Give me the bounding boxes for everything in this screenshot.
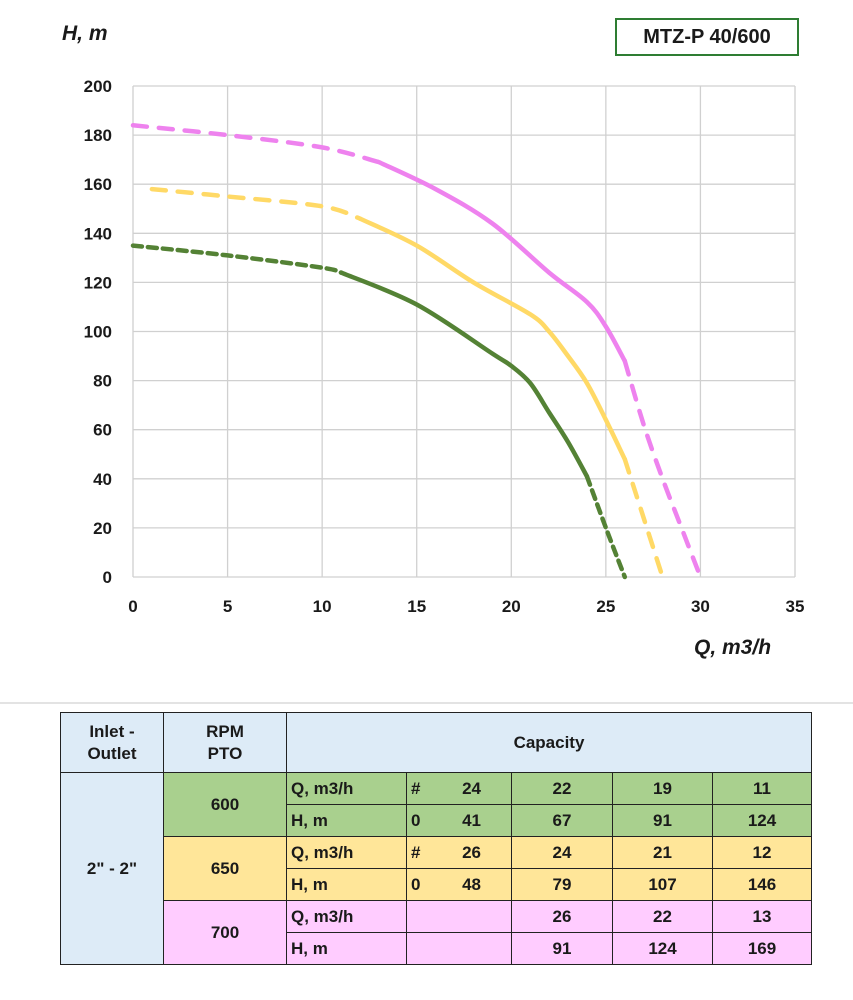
capacity-table: Inlet - Outlet RPM PTO Capacity 2" - 2" 6… (60, 712, 812, 965)
cell-value: 11 (712, 772, 812, 805)
cell-marker: 0 (411, 874, 421, 894)
cell-value: 79 (511, 868, 613, 901)
row-label: H, m (286, 804, 407, 837)
y-tick-label: 140 (84, 224, 112, 243)
cell-value: 22 (612, 900, 713, 933)
header-rpm-pto: RPM PTO (163, 712, 287, 773)
header-capacity: Capacity (286, 712, 812, 773)
y-tick-label: 0 (103, 568, 112, 587)
cell-value: 91 (612, 804, 713, 837)
x-tick-label: 5 (223, 597, 232, 616)
row-label: H, m (286, 868, 407, 901)
model-label: MTZ-P 40/600 (615, 18, 799, 56)
table-header-row: Inlet - Outlet RPM PTO Capacity (60, 712, 812, 773)
cell-value: 48 (462, 874, 481, 894)
table-row: H, m 91 124 169 (61, 932, 812, 965)
cell-value: 169 (712, 932, 812, 965)
connection-size: 2" - 2" (60, 772, 164, 965)
cell-value: 41 (462, 810, 481, 830)
curves (130, 123, 703, 580)
curve-600-rpm-dashed-end (584, 474, 628, 580)
header-rpm-line1: RPM (206, 721, 244, 741)
x-tick-label: 25 (596, 597, 615, 616)
table-row: 650 Q, m3/h #26 24 21 12 (61, 836, 812, 901)
cell-value: 67 (511, 804, 613, 837)
value-cell-first (406, 900, 512, 933)
cell-value: 26 (462, 842, 481, 862)
x-tick-label: 0 (128, 597, 137, 616)
cell-value: 124 (612, 932, 713, 965)
curve-650-rpm-dashed-end (622, 456, 665, 580)
curve-600-rpm-dashed-start (130, 243, 344, 275)
curve-650-rpm-dashed-start (149, 186, 363, 221)
curve-650-rpm-solid (357, 216, 628, 462)
cell-value: 91 (511, 932, 613, 965)
section-divider (0, 702, 853, 704)
cell-value: 146 (712, 868, 812, 901)
y-tick-label: 180 (84, 126, 112, 145)
value-cell-first: #26 (406, 836, 512, 869)
value-cell-first (406, 932, 512, 965)
cell-value: 124 (712, 804, 812, 837)
x-axis-title: Q, m3/h (694, 636, 772, 659)
rpm-value: 600 (163, 772, 287, 837)
header-rpm-line2: PTO (207, 743, 243, 763)
curve-700-rpm-solid (376, 159, 628, 364)
y-tick-label: 20 (93, 519, 112, 538)
x-tick-labels: 0 5 10 15 20 25 30 35 (128, 597, 804, 616)
x-tick-label: 15 (407, 597, 426, 616)
cell-value: 26 (511, 900, 613, 933)
cell-value: 22 (511, 772, 613, 805)
cell-marker: # (411, 778, 421, 798)
cell-value: 24 (462, 778, 481, 798)
y-tick-label: 100 (84, 323, 112, 342)
cell-value: 13 (712, 900, 812, 933)
y-tick-label: 80 (93, 372, 112, 391)
cell-marker: 0 (411, 810, 421, 830)
value-cell-first: 0 41 (406, 804, 512, 837)
y-axis-title: H, m (62, 22, 108, 45)
y-tick-label: 160 (84, 175, 112, 194)
table-row: 700 Q, m3/h 26 22 13 (61, 900, 812, 965)
grid (132, 85, 796, 578)
x-tick-label: 10 (313, 597, 332, 616)
value-cell-first: 0 48 (406, 868, 512, 901)
rpm-value: 700 (163, 900, 287, 965)
value-cell-first: #24 (406, 772, 512, 805)
table-row: H, m 0 48 79 107 146 (61, 868, 812, 901)
y-tick-label: 120 (84, 273, 112, 292)
y-tick-label: 200 (84, 77, 112, 96)
cell-marker: # (411, 842, 421, 862)
y-tick-label: 40 (93, 470, 112, 489)
x-tick-label: 35 (786, 597, 805, 616)
row-label: Q, m3/h (286, 772, 407, 805)
row-label: Q, m3/h (286, 900, 407, 933)
x-tick-label: 30 (691, 597, 710, 616)
curve-600-rpm-solid (338, 270, 590, 479)
cell-value: 21 (612, 836, 713, 869)
y-tick-labels: 0 20 40 60 80 100 120 140 160 180 200 (84, 77, 112, 587)
table-row: H, m 0 41 67 91 124 (61, 804, 812, 837)
header-inlet-outlet: Inlet - Outlet (60, 712, 164, 773)
cell-value: 12 (712, 836, 812, 869)
curve-700-rpm-dashed-end (622, 358, 703, 580)
cell-value: 24 (511, 836, 613, 869)
header-inlet-line1: Inlet - (89, 721, 135, 741)
y-tick-label: 60 (93, 421, 112, 440)
row-label: Q, m3/h (286, 836, 407, 869)
header-inlet-line2: Outlet (87, 743, 137, 763)
rpm-value: 650 (163, 836, 287, 901)
pump-curve-chart: 0 20 40 60 80 100 120 140 160 180 200 0 5 10 15 20 25 30… (84, 77, 805, 616)
cell-value: 107 (612, 868, 713, 901)
x-tick-label: 20 (502, 597, 521, 616)
row-label: H, m (286, 932, 407, 965)
table-row: 2" - 2" 600 Q, m3/h #24 22 19 11 (60, 772, 812, 965)
cell-value: 19 (612, 772, 713, 805)
curve-700-rpm-dashed-start (130, 123, 382, 165)
